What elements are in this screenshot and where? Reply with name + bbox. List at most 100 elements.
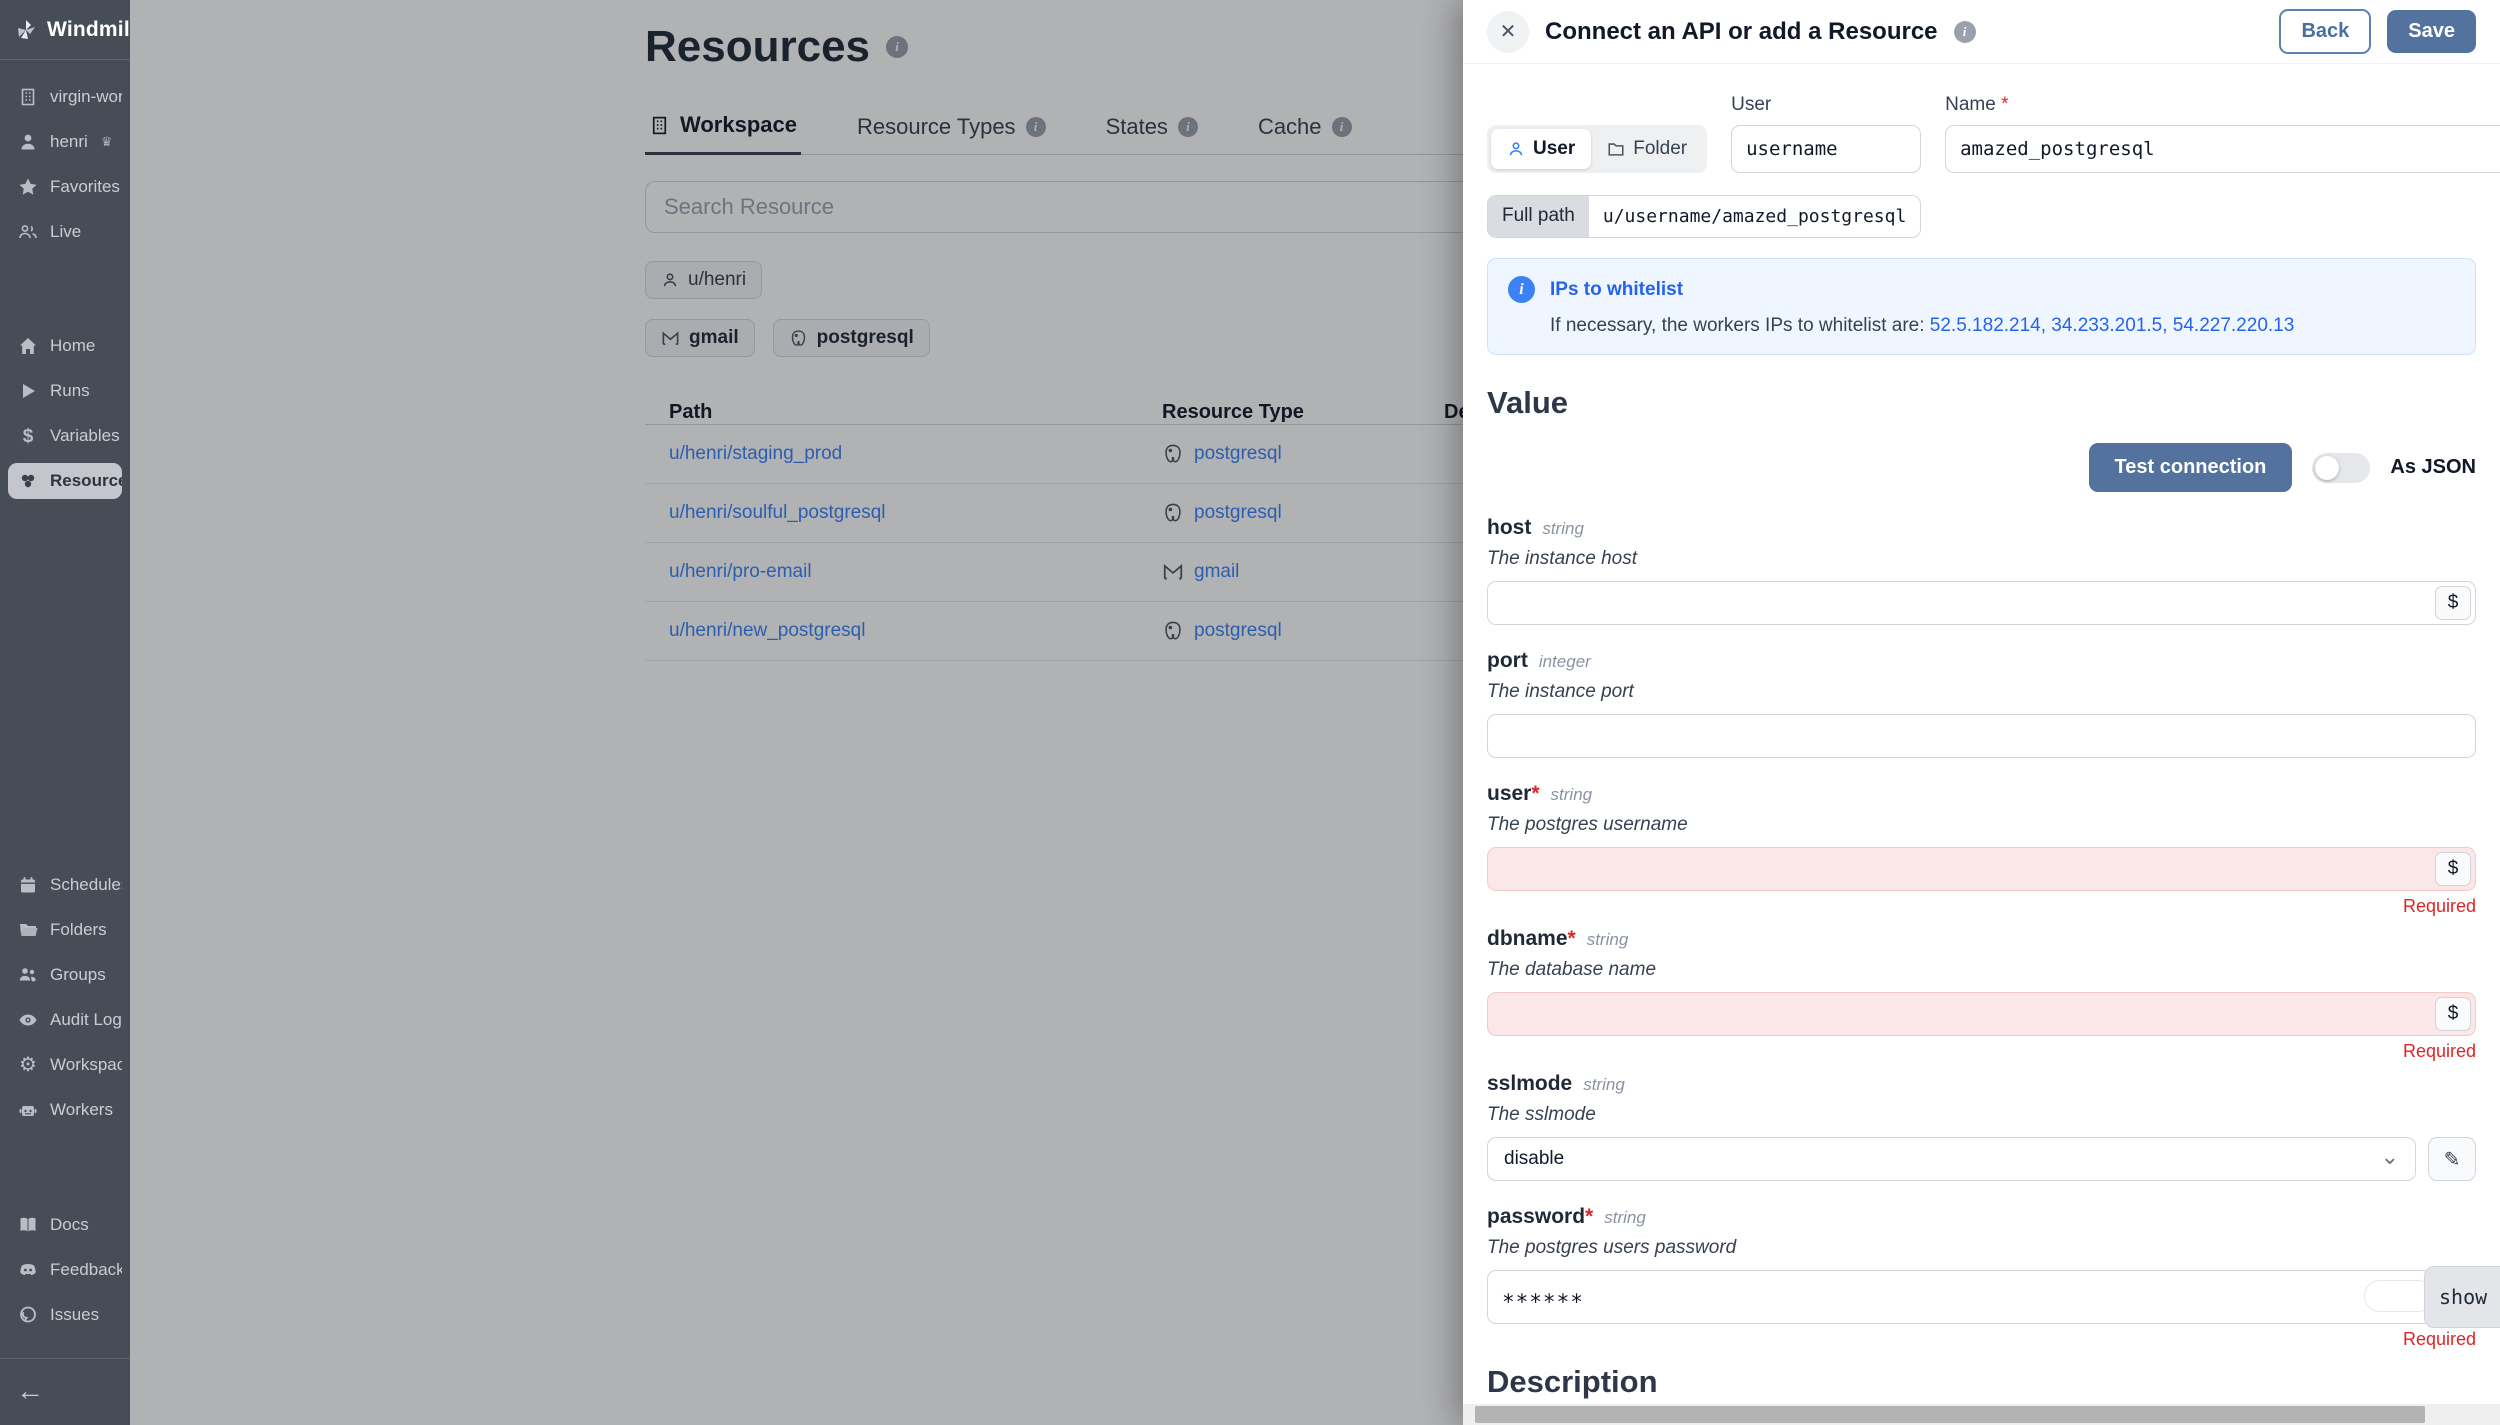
variable-picker-button[interactable]: $ (2435, 586, 2471, 620)
resource-type-link[interactable]: gmail (1194, 561, 1240, 582)
sidebar-item-label: Folders (50, 920, 107, 939)
sidebar: Windmill virgin-worksp... henri ♛ Favori… (0, 0, 136, 1425)
owner-kind-toggle: User Folder (1487, 125, 1708, 173)
robot-icon (17, 1100, 39, 1120)
sslmode-select[interactable]: disable (1487, 1137, 2416, 1181)
sidebar-item-workers[interactable]: Workers (8, 1092, 122, 1128)
field-dbname: dbname* string The database name $ Requi… (1487, 927, 2476, 1061)
info-icon[interactable] (886, 36, 909, 58)
star-icon (17, 177, 39, 197)
show-password-button[interactable]: show (2424, 1266, 2500, 1328)
ips-whitelist-infobox: IPs to whitelist If necessary, the worke… (1487, 258, 2476, 355)
required-hint: Required (2402, 896, 2476, 916)
type-filter-chip-gmail[interactable]: gmail (645, 319, 755, 357)
as-json-label: As JSON (2390, 456, 2476, 478)
user-icon (1507, 140, 1525, 158)
full-path-value: u/username/amazed_postgresql (1588, 196, 1921, 237)
postgresql-icon (1162, 502, 1184, 524)
table-row[interactable]: u/henri/pro-email gmail (645, 543, 2245, 602)
required-hint: Required (2402, 1041, 2476, 1061)
sidebar-item-label: Home (50, 336, 96, 355)
sidebar-item-label: henri (50, 132, 88, 151)
toggle-folder-button[interactable]: Folder (1591, 129, 1703, 169)
infobox-title: IPs to whitelist (1550, 279, 1684, 300)
table-row[interactable]: u/henri/staging_prod postgresql (645, 425, 2245, 484)
host-input[interactable] (1487, 581, 2476, 625)
tab-cache[interactable]: Cache (1254, 114, 1356, 154)
sidebar-item-audit-logs[interactable]: Audit Logs (8, 1002, 122, 1038)
user-field[interactable] (1731, 125, 1922, 173)
postgresql-icon (1162, 620, 1184, 642)
whitelist-ips[interactable]: 52.5.182.214, 34.233.201.5, 54.227.220.1… (1929, 315, 2295, 336)
sidebar-item-label: Audit Logs (50, 1010, 122, 1029)
resource-type-link[interactable]: postgresql (1194, 620, 1282, 641)
resource-type-link[interactable]: postgresql (1194, 443, 1282, 464)
play-icon (17, 381, 39, 401)
info-icon (1177, 117, 1198, 137)
tab-workspace[interactable]: Workspace (645, 112, 801, 155)
sidebar-item-home[interactable]: Home (8, 328, 122, 364)
boxes-icon (17, 471, 39, 491)
owner-filter-chip[interactable]: u/henri (645, 261, 763, 299)
field-sslmode: sslmode string The sslmode disable (1487, 1072, 2476, 1181)
name-field[interactable] (1945, 125, 2500, 173)
sidebar-item-label: Runs (50, 381, 90, 400)
field-host: host string The instance host $ (1487, 516, 2476, 625)
sidebar-item-workspace-settings[interactable]: Workspace (8, 1047, 122, 1083)
sidebar-item-favorites[interactable]: Favorites (8, 169, 122, 205)
info-icon[interactable] (1953, 20, 1976, 43)
dbname-input[interactable] (1487, 992, 2476, 1036)
sidebar-item-runs[interactable]: Runs (8, 373, 122, 409)
sidebar-item-label: Variables (50, 426, 120, 445)
sidebar-item-issues[interactable]: Issues (8, 1297, 122, 1333)
sidebar-item-resources[interactable]: Resources (8, 463, 122, 499)
sidebar-item-label: virgin-worksp... (50, 87, 122, 106)
sidebar-item-docs[interactable]: Docs (8, 1207, 122, 1243)
variable-picker-button[interactable]: $ (2435, 997, 2471, 1031)
github-icon (17, 1305, 39, 1325)
sidebar-item-groups[interactable]: Groups (8, 957, 122, 993)
tab-resource-types[interactable]: Resource Types (853, 114, 1050, 154)
collapse-sidebar-button[interactable] (16, 1375, 44, 1407)
password-input[interactable] (1487, 1270, 2476, 1324)
resource-type-link[interactable]: postgresql (1194, 502, 1282, 523)
tab-states[interactable]: States (1102, 114, 1202, 154)
page-title: Resources (645, 22, 871, 71)
scrollbar-thumb[interactable] (1475, 1406, 2425, 1423)
table-row[interactable]: u/henri/new_postgresql postgresql (645, 602, 2245, 661)
groups-icon (17, 965, 39, 985)
sidebar-item-user[interactable]: henri ♛ (8, 124, 122, 160)
sidebar-item-label: Workspace (50, 1055, 122, 1074)
test-connection-button[interactable]: Test connection (2088, 443, 2293, 492)
resource-path-link[interactable]: u/henri/new_postgresql (669, 620, 866, 641)
building-icon (17, 87, 39, 107)
type-filter-chip-postgresql[interactable]: postgresql (772, 319, 930, 357)
sidebar-item-feedbacks[interactable]: Feedbacks (8, 1252, 122, 1288)
back-button[interactable]: Back (2279, 9, 2372, 54)
close-icon[interactable] (1487, 10, 1529, 53)
table-row[interactable]: u/henri/soulful_postgresql postgresql (645, 484, 2245, 543)
edit-icon[interactable] (2428, 1137, 2476, 1181)
sidebar-item-live[interactable]: Live (8, 214, 122, 250)
full-path-label: Full path (1488, 196, 1589, 237)
drawer-backdrop[interactable] (130, 0, 1463, 1425)
toggle-user-button[interactable]: User (1491, 129, 1592, 169)
resource-path-link[interactable]: u/henri/soulful_postgresql (669, 502, 886, 523)
variable-picker-button[interactable]: $ (2435, 852, 2471, 886)
value-section-heading: Value (1487, 385, 1568, 420)
info-icon (1331, 117, 1352, 137)
resource-path-link[interactable]: u/henri/staging_prod (669, 443, 843, 464)
chevron-down-icon (2381, 1148, 2399, 1170)
port-input[interactable] (1487, 714, 2476, 758)
sidebar-item-workspace-name[interactable]: virgin-worksp... (8, 79, 122, 115)
sidebar-item-folders[interactable]: Folders (8, 912, 122, 948)
save-button[interactable]: Save (2387, 10, 2476, 53)
sidebar-item-label: Workers (50, 1100, 113, 1119)
sidebar-item-variables[interactable]: Variables (8, 418, 122, 454)
as-json-toggle[interactable] (2312, 452, 2371, 483)
folder-icon (1607, 140, 1625, 158)
sidebar-item-schedules[interactable]: Schedules (8, 867, 122, 903)
app-logo[interactable]: Windmill (0, 0, 136, 60)
user-input[interactable] (1487, 847, 2476, 891)
resource-path-link[interactable]: u/henri/pro-email (669, 561, 812, 582)
